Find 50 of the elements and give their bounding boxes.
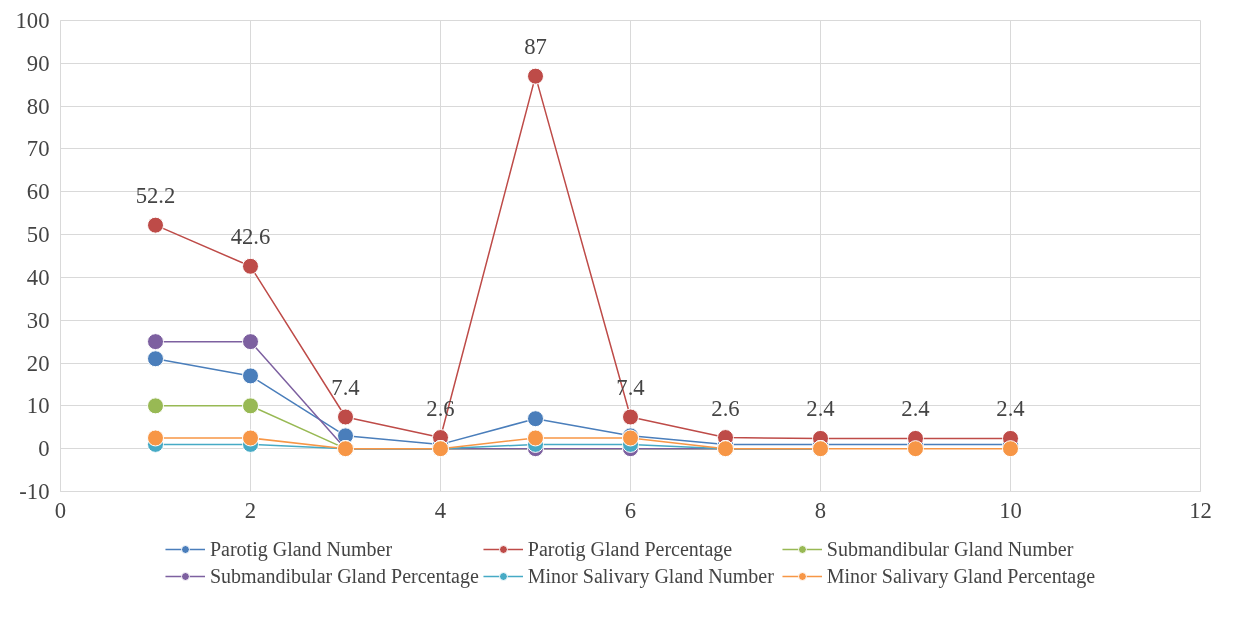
x-tick-label: 2	[244, 497, 257, 523]
x-tick-label: 8	[814, 497, 827, 523]
point	[527, 429, 544, 447]
y-tick-label: 30	[26, 307, 50, 333]
x-tick-label: 12	[1189, 497, 1212, 523]
legend-label: Minor Salivary Gland Percentage	[826, 564, 1096, 588]
data-label: 87	[524, 34, 547, 60]
point	[147, 216, 164, 234]
point	[622, 408, 639, 426]
y-tick-label: 10	[26, 393, 50, 419]
data-label: 2.4	[901, 396, 930, 422]
point	[147, 397, 164, 415]
point	[242, 397, 259, 415]
y-tick-label: 100	[15, 8, 50, 33]
y-tick-label: 90	[26, 50, 50, 76]
point	[147, 350, 164, 368]
data-label: 52.2	[135, 183, 176, 209]
point	[527, 67, 544, 85]
point	[147, 429, 164, 447]
legend-label: Parotig Gland Number	[209, 537, 394, 561]
point	[337, 408, 354, 426]
y-tick-label: 80	[26, 93, 50, 119]
point	[907, 440, 924, 458]
data-label: 7.4	[331, 375, 360, 400]
data-label: 2.4	[996, 396, 1025, 422]
x-tick-label: 0	[54, 497, 67, 523]
y-tick-label: 0	[38, 436, 50, 462]
y-tick-label: 40	[26, 264, 50, 290]
y-tick-label: 70	[26, 136, 50, 162]
data-label: 2.6	[711, 395, 740, 421]
point	[1002, 440, 1019, 458]
point	[147, 333, 164, 351]
legend-label: Submandibular Gland Number	[826, 537, 1075, 561]
y-tick-label: 20	[26, 350, 50, 376]
legend-label: Minor Salivary Gland Number	[527, 564, 775, 588]
point	[242, 367, 259, 385]
data-label: 42.6	[230, 224, 271, 250]
point	[527, 410, 544, 428]
y-tick-label: -10	[19, 479, 50, 504]
legend-label: Submandibular Gland Percentage	[209, 564, 479, 588]
legend-label: Parotig Gland Percentage	[527, 537, 734, 561]
point	[242, 429, 259, 447]
y-tick-label: 60	[26, 179, 50, 205]
x-tick-label: 6	[624, 497, 637, 523]
x-tick-label: 4	[434, 497, 447, 523]
point	[242, 333, 259, 351]
data-label: 2.4	[806, 396, 835, 422]
x-tick-label: 10	[999, 497, 1022, 523]
point	[242, 257, 259, 275]
y-tick-label: 50	[26, 222, 50, 248]
